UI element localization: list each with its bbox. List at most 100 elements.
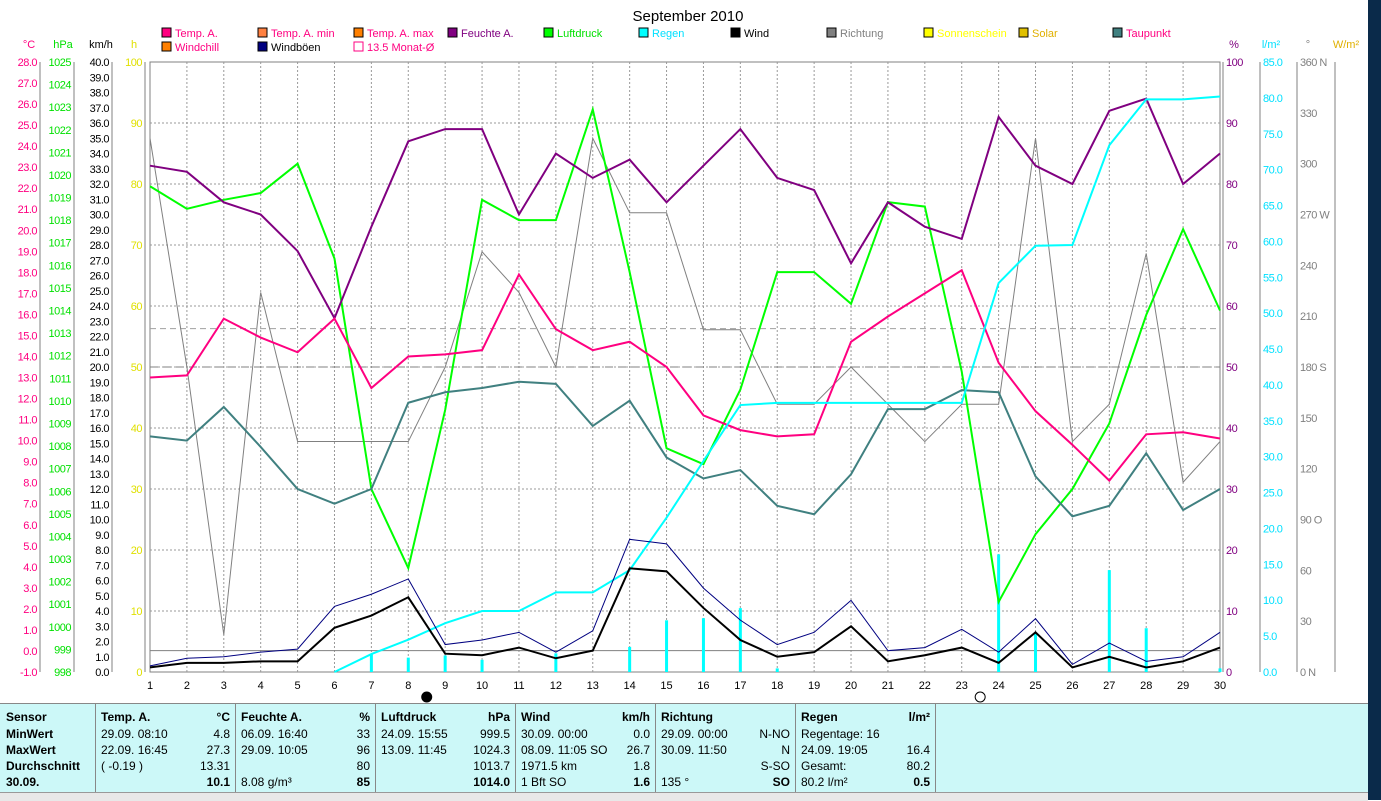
axis-tick-wind: 24.0 bbox=[90, 301, 110, 313]
axis-tick-direction: 150 bbox=[1300, 413, 1317, 425]
stat-row: 1014.0 bbox=[381, 775, 510, 791]
axis-tick-wind: 20.0 bbox=[90, 362, 110, 374]
axis-tick-sun: 50 bbox=[131, 362, 143, 374]
x-tick-label: 14 bbox=[624, 680, 636, 692]
stat-info: 22.09. 16:45 bbox=[101, 743, 168, 757]
col-header: Richtung bbox=[661, 710, 790, 726]
axis-tick-temp: 5.0 bbox=[23, 541, 37, 553]
axis-tick-wind: 4.0 bbox=[95, 606, 109, 618]
stat-value: 80.2 bbox=[906, 759, 930, 773]
legend-swatch bbox=[161, 41, 172, 52]
stat-value: 13.31 bbox=[199, 759, 230, 773]
stat-info: ( -0.19 ) bbox=[101, 759, 144, 773]
legend-label: Temp. A. max bbox=[367, 28, 434, 40]
stat-value: 0.5 bbox=[913, 775, 930, 789]
axis-unit-direction: ° bbox=[1306, 39, 1310, 51]
header-label: Regen bbox=[801, 710, 838, 724]
x-tick-label: 15 bbox=[660, 680, 672, 692]
axis-tick-wind: 16.0 bbox=[90, 423, 110, 435]
axis-tick-wind: 30.0 bbox=[90, 210, 110, 222]
axis-tick-temp: 11.0 bbox=[18, 415, 37, 427]
stat-row: 1971.5 km 1.8 bbox=[521, 759, 650, 775]
axis-tick-rain: 65.0 bbox=[1263, 201, 1283, 213]
legend-item-3: Feuchte A. bbox=[447, 27, 514, 40]
axis-tick-pressure: 1023 bbox=[49, 102, 72, 114]
axis-tick-pressure: 1010 bbox=[49, 396, 72, 408]
axis-tick-temp: 8.0 bbox=[23, 478, 37, 490]
axis-tick-direction: 240 bbox=[1300, 260, 1317, 272]
axis-tick-rain: 70.0 bbox=[1263, 165, 1283, 177]
axis-tick-wind: 22.0 bbox=[90, 332, 110, 344]
daily-rain-bar bbox=[628, 646, 632, 672]
axis-tick-rain: 15.0 bbox=[1263, 559, 1283, 571]
stat-value: 1.8 bbox=[633, 759, 650, 773]
col-header: Feuchte A.% bbox=[241, 710, 370, 726]
stat-value: 96 bbox=[356, 743, 370, 757]
axis-tick-wind: 6.0 bbox=[95, 576, 109, 588]
legend-label: Sonnenschein bbox=[937, 28, 1007, 40]
stat-row: 1013.7 bbox=[381, 759, 510, 775]
axis-tick-temp: 9.0 bbox=[23, 457, 37, 469]
legend-swatch bbox=[161, 27, 172, 38]
legend-swatch bbox=[826, 27, 837, 38]
series-line-taupunkt bbox=[149, 380, 1221, 518]
x-tick-label: 1 bbox=[147, 680, 153, 692]
x-tick-label: 21 bbox=[882, 680, 894, 692]
legend-label: Taupunkt bbox=[1126, 28, 1171, 40]
x-tick-label: 30 bbox=[1214, 680, 1226, 692]
x-tick-label: 25 bbox=[1029, 680, 1041, 692]
x-tick-label: 3 bbox=[221, 680, 227, 692]
axis-tick-pressure: 1011 bbox=[49, 373, 71, 385]
daily-rain-bar bbox=[1144, 628, 1148, 672]
axis-tick-humidity: 100 bbox=[1226, 57, 1243, 69]
stat-row: 30.09. 00:00 0.0 bbox=[521, 727, 650, 743]
axis-tick-pressure: 1013 bbox=[49, 328, 72, 340]
row-label-current: 30.09. bbox=[6, 775, 40, 789]
stat-info: 135 ° bbox=[661, 775, 690, 789]
legend-item-1: Temp. A. min bbox=[257, 27, 335, 40]
legend-item-8: Sonnenschein bbox=[923, 27, 1007, 40]
axis-tick-temp: -1.0 bbox=[20, 667, 37, 679]
legend-swatch bbox=[638, 27, 649, 38]
series bbox=[149, 95, 1222, 703]
axis-tick-sun: 40 bbox=[131, 423, 143, 435]
legend-label: Temp. A. bbox=[175, 28, 218, 40]
stat-info: 24.09. 15:55 bbox=[381, 727, 448, 741]
stat-row: 24.09. 15:55 999.5 bbox=[381, 727, 510, 743]
axis-tick-temp: 14.0 bbox=[18, 351, 38, 363]
axis-tick-wind: 29.0 bbox=[90, 225, 110, 237]
x-tick-label: 23 bbox=[956, 680, 968, 692]
axis-tick-wind: 1.0 bbox=[95, 652, 109, 664]
axis-tick-direction: 300 bbox=[1300, 159, 1317, 171]
daily-rain-bar bbox=[665, 620, 669, 672]
stat-row: S-SO bbox=[661, 759, 790, 775]
daily-rain-bar bbox=[480, 659, 484, 672]
axis-tick-sun: 10 bbox=[131, 606, 143, 618]
axis-tick-humidity: 90 bbox=[1226, 118, 1238, 130]
axis-tick-humidity: 40 bbox=[1226, 423, 1238, 435]
legend-label: Wind bbox=[744, 28, 769, 40]
legend-swatch bbox=[923, 27, 934, 38]
stat-value: 1.6 bbox=[633, 775, 650, 789]
stat-value: 1014.0 bbox=[473, 775, 510, 789]
stat-row: 29.09. 00:00 N-NO bbox=[661, 727, 790, 743]
header-label: Luftdruck bbox=[381, 710, 437, 724]
axis-tick-pressure: 1002 bbox=[49, 577, 72, 589]
stat-info: 30.09. 11:50 bbox=[661, 743, 727, 757]
axis-tick-wind: 23.0 bbox=[90, 316, 110, 328]
stat-info: 30.09. 00:00 bbox=[521, 727, 588, 741]
window-edge bbox=[1368, 0, 1381, 800]
stat-row: 08.09. 11:05 SO 26.7 bbox=[521, 743, 650, 759]
moon-full-icon bbox=[974, 691, 986, 703]
axis-tick-pressure: 998 bbox=[54, 667, 71, 679]
stat-row: 13.09. 11:45 1024.3 bbox=[381, 743, 510, 759]
x-tick-label: 13 bbox=[587, 680, 599, 692]
axis-tick-humidity: 20 bbox=[1226, 545, 1238, 557]
axis-tick-pressure: 1024 bbox=[49, 80, 72, 92]
axis-tick-rain: 40.0 bbox=[1263, 380, 1283, 392]
axis-tick-temp: 15.0 bbox=[18, 330, 38, 342]
stat-value: 999.5 bbox=[479, 727, 510, 741]
stat-row: ( -0.19 ) 13.31 bbox=[101, 759, 230, 775]
legend-swatch bbox=[353, 27, 364, 38]
axis-tick-direction: 60 bbox=[1300, 565, 1312, 577]
